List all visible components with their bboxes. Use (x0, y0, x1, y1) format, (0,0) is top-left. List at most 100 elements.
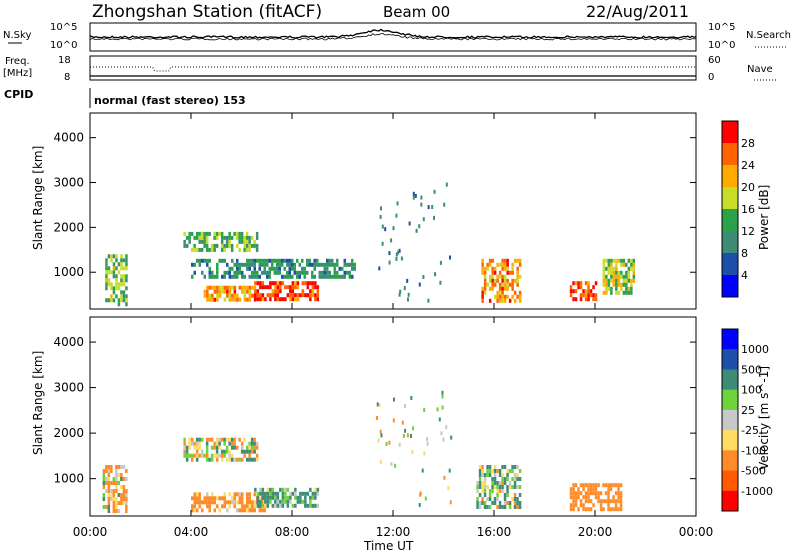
velocity-cell (486, 497, 489, 501)
power-cell (211, 297, 214, 302)
power-cell (348, 270, 351, 275)
power-cell (326, 262, 329, 267)
velocity-cell (311, 491, 315, 496)
velocity-cell (604, 491, 608, 496)
power-cell (213, 289, 217, 294)
power-cell (284, 297, 287, 302)
power-cell (605, 266, 608, 271)
power-cell (503, 274, 507, 279)
velocity-cell (619, 499, 623, 504)
power-cell (216, 266, 219, 271)
velocity-cell (245, 457, 249, 462)
power-cell (493, 282, 497, 287)
velocity-cell (271, 487, 275, 492)
power-cell (303, 274, 306, 279)
velocity-cell (450, 435, 453, 440)
velocity-cell (228, 504, 231, 509)
power-cell (274, 293, 277, 298)
velocity-cell (107, 473, 111, 477)
power-cell (496, 294, 499, 299)
power-cell (238, 247, 241, 252)
power-cell (201, 270, 204, 275)
power-cell (328, 258, 331, 263)
velocity-cell (309, 499, 312, 504)
velocity-ylabel: Slant Range [km] (31, 351, 45, 455)
power-cell (296, 258, 299, 263)
power-cell (577, 281, 580, 286)
velocity-cell (210, 437, 214, 442)
power-cell (226, 285, 229, 290)
power-cell (225, 239, 229, 244)
power-cell (620, 262, 623, 267)
power-cell (304, 281, 307, 286)
velocity-cell (496, 469, 499, 473)
power-cell (594, 293, 598, 298)
velocity-cell (246, 500, 249, 505)
power-cell (215, 231, 219, 236)
power-cell (346, 262, 349, 267)
power-cell (281, 258, 284, 263)
velocity-cell (243, 437, 246, 442)
velocity-cell (376, 402, 379, 407)
velocity-cell (508, 485, 512, 489)
velocity-cell (263, 508, 266, 513)
velocity-cell (220, 453, 224, 458)
velocity-cell (264, 499, 267, 504)
power-cell (449, 255, 451, 260)
power-cell (205, 239, 209, 244)
nsky-trace (89, 28, 697, 39)
power-cell (602, 262, 606, 267)
velocity-cell (301, 499, 305, 504)
velocity-cell (314, 495, 317, 500)
power-cell (213, 285, 217, 290)
power-colorbar-swatch (722, 209, 738, 232)
velocity-cell (223, 500, 226, 505)
velocity-cell (266, 491, 270, 496)
power-cell (496, 290, 499, 295)
power-cell (481, 286, 484, 291)
power-cell (617, 278, 621, 283)
power-cell (253, 239, 256, 244)
velocity-cell (406, 433, 409, 438)
velocity-cell (196, 492, 199, 497)
x-tick-label: 08:00 (275, 525, 310, 539)
velocity-cell (481, 485, 484, 489)
power-cell (316, 289, 320, 294)
power-cell (301, 258, 304, 263)
velocity-cell (264, 495, 267, 500)
power-cell (233, 285, 237, 290)
velocity-cell (240, 457, 244, 462)
velocity-cell (107, 501, 111, 505)
velocity-colorbar-swatch (722, 349, 738, 370)
velocity-cell (115, 497, 118, 501)
power-cell (328, 270, 331, 275)
velocity-cell (488, 473, 492, 477)
velocity-cell (256, 491, 260, 496)
power-cell (506, 294, 509, 299)
velocity-cell (233, 500, 236, 505)
velocity-cell (609, 507, 613, 512)
power-cell (258, 274, 261, 279)
velocity-cell (569, 503, 573, 508)
velocity-cell (235, 457, 239, 462)
velocity-cell (506, 469, 509, 473)
velocity-cell (206, 492, 209, 497)
nsky-label: N.Sky (3, 30, 31, 41)
cpid-label: CPID (4, 88, 33, 101)
power-cell (301, 289, 305, 294)
power-cell (276, 285, 280, 290)
power-cell (632, 262, 636, 267)
power-cell (216, 289, 219, 294)
power-cell (216, 270, 219, 275)
velocity-cell (572, 487, 575, 492)
velocity-cell (486, 505, 489, 509)
power-cell (193, 262, 196, 267)
velocity-cell (107, 477, 111, 481)
velocity-cell (223, 453, 226, 458)
velocity-cell (481, 497, 484, 501)
power-cell (511, 270, 514, 275)
power-cell (483, 282, 487, 287)
power-cell (615, 286, 618, 291)
velocity-cell (392, 418, 395, 423)
power-cell (412, 191, 415, 196)
